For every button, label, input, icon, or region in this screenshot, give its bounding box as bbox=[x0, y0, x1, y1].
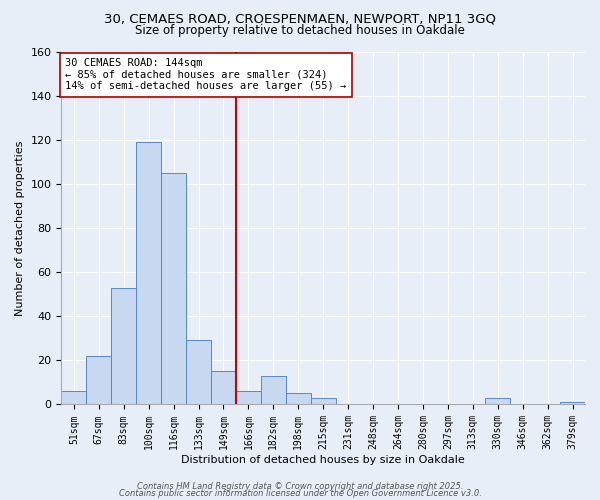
Bar bbox=[261, 376, 286, 404]
Bar bbox=[136, 142, 161, 405]
Bar bbox=[186, 340, 211, 404]
Text: Contains public sector information licensed under the Open Government Licence v3: Contains public sector information licen… bbox=[119, 489, 481, 498]
Bar bbox=[161, 173, 186, 404]
X-axis label: Distribution of detached houses by size in Oakdale: Distribution of detached houses by size … bbox=[181, 455, 465, 465]
Bar bbox=[61, 391, 86, 404]
Y-axis label: Number of detached properties: Number of detached properties bbox=[15, 140, 25, 316]
Bar bbox=[111, 288, 136, 405]
Text: 30 CEMAES ROAD: 144sqm
← 85% of detached houses are smaller (324)
14% of semi-de: 30 CEMAES ROAD: 144sqm ← 85% of detached… bbox=[65, 58, 346, 92]
Text: 30, CEMAES ROAD, CROESPENMAEN, NEWPORT, NP11 3GQ: 30, CEMAES ROAD, CROESPENMAEN, NEWPORT, … bbox=[104, 12, 496, 26]
Text: Size of property relative to detached houses in Oakdale: Size of property relative to detached ho… bbox=[135, 24, 465, 37]
Bar bbox=[560, 402, 585, 404]
Bar bbox=[86, 356, 111, 405]
Text: Contains HM Land Registry data © Crown copyright and database right 2025.: Contains HM Land Registry data © Crown c… bbox=[137, 482, 463, 491]
Bar bbox=[485, 398, 510, 404]
Bar bbox=[311, 398, 335, 404]
Bar bbox=[286, 394, 311, 404]
Bar bbox=[236, 391, 261, 404]
Bar bbox=[211, 372, 236, 404]
